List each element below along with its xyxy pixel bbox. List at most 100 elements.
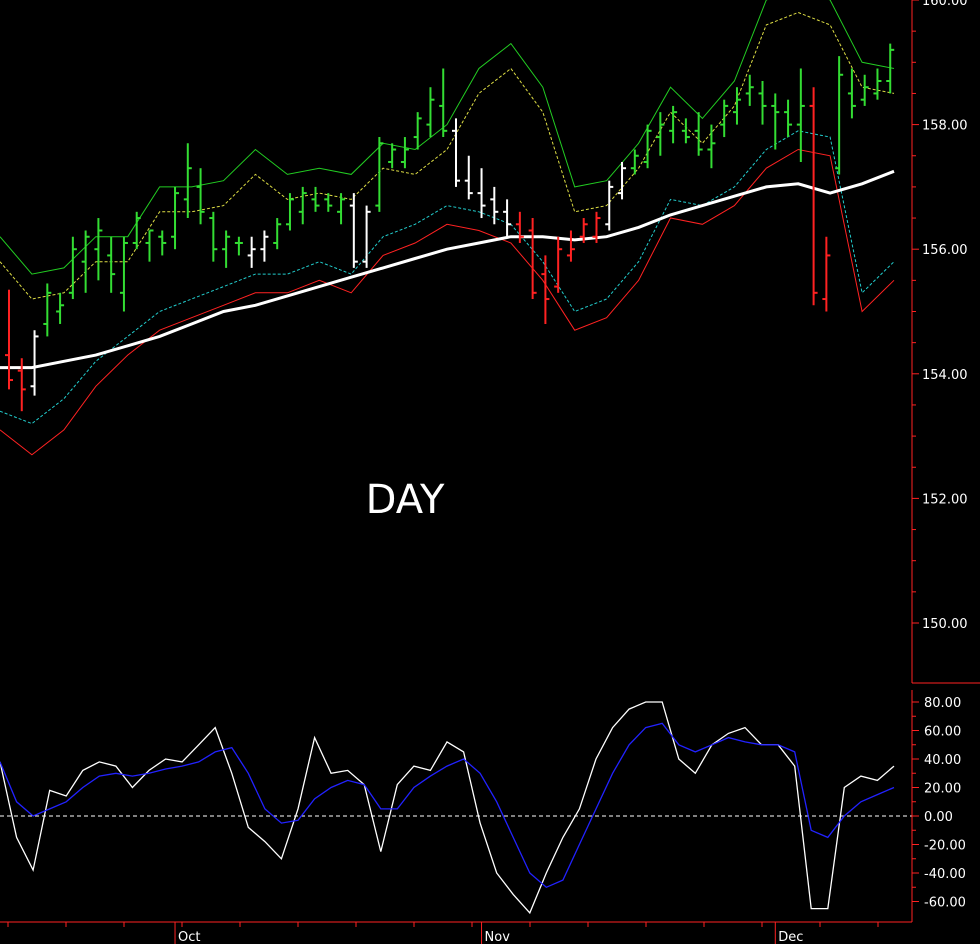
price-bar <box>234 236 243 256</box>
price-bar <box>681 118 690 144</box>
price-bar <box>285 193 294 231</box>
price-bar <box>541 255 550 324</box>
price-bar <box>400 137 409 169</box>
price-tick-label: 156.00 <box>922 243 968 258</box>
oscillator-main-line <box>0 701 895 915</box>
price-tick-label: 160.00 <box>922 0 968 9</box>
price-tick-label: 158.00 <box>922 119 968 134</box>
price-bar <box>247 236 256 268</box>
price-panel <box>0 0 895 456</box>
lower-inner-band-line <box>0 130 895 425</box>
oscillator-tick-label: -40.00 <box>924 867 966 882</box>
price-bar <box>452 118 460 187</box>
price-tick-label: 152.00 <box>922 492 968 507</box>
price-bar <box>349 193 358 268</box>
price-bar <box>758 80 767 125</box>
price-bar <box>81 230 90 293</box>
price-bar <box>694 112 703 156</box>
date-tick-label: Dec <box>778 930 803 944</box>
price-bar <box>298 186 307 225</box>
price-bar <box>413 112 422 150</box>
price-bar <box>56 292 65 324</box>
moving-average-line <box>0 169 895 370</box>
upper-band-line <box>0 0 895 275</box>
price-bar <box>835 56 844 175</box>
price-bar <box>426 87 435 138</box>
bands-layer <box>0 0 895 456</box>
price-bar <box>605 180 614 231</box>
price-bar <box>311 186 320 212</box>
price-bar <box>566 230 575 262</box>
price-bar <box>847 68 856 119</box>
price-bar <box>796 68 805 162</box>
price-bar <box>630 149 639 175</box>
price-bar <box>528 218 537 300</box>
price-bar <box>669 105 678 144</box>
oscillator-tick-label: 40.00 <box>924 753 961 768</box>
price-bar <box>771 93 780 150</box>
price-bar <box>375 137 384 212</box>
price-bar <box>5 289 13 390</box>
oscillator-signal-line <box>0 722 895 889</box>
price-tick-label: 154.00 <box>922 368 968 383</box>
price-bar <box>618 161 627 200</box>
price-bar <box>592 211 601 243</box>
price-bar <box>222 230 231 268</box>
price-bar <box>439 68 448 138</box>
price-bar <box>720 99 729 138</box>
price-bar <box>388 143 397 169</box>
price-bar <box>656 112 665 156</box>
lower-band-line <box>0 148 895 456</box>
price-bar <box>196 168 205 225</box>
price-tick-label: 150.00 <box>922 617 968 632</box>
price-bar <box>273 218 282 250</box>
price-bar <box>94 218 103 281</box>
oscillator-tick-label: -20.00 <box>924 839 966 854</box>
price-bar <box>30 330 39 396</box>
price-axis: 150.00 152.00 154.00 156.00 158.00 160.00 <box>911 0 968 683</box>
price-bar <box>183 143 192 219</box>
oscillator-tick-label: -60.00 <box>924 896 966 911</box>
price-bar <box>260 230 269 262</box>
upper-inner-band-line <box>0 11 895 300</box>
oscillator-panel <box>0 701 912 915</box>
price-bar <box>784 99 793 138</box>
price-bar <box>324 193 333 212</box>
price-bar <box>643 124 652 169</box>
price-bar <box>209 211 218 262</box>
price-bar <box>732 87 741 125</box>
oscillator-axis: 80.00 60.00 40.00 20.00 0.00 -20.00 -40.00 -60.… <box>911 682 980 922</box>
price-bar <box>171 186 180 250</box>
price-bar <box>68 236 77 300</box>
price-bar <box>337 193 346 225</box>
price-bar <box>477 168 486 219</box>
moving-average-layer <box>0 169 895 370</box>
price-bar <box>107 236 116 293</box>
date-tick-label: Nov <box>485 930 511 944</box>
date-tick-label: Oct <box>178 930 200 944</box>
price-bar <box>43 283 52 337</box>
date-axis: Oct Nov Dec <box>0 921 912 944</box>
price-bar <box>860 74 869 106</box>
price-bar <box>158 230 167 256</box>
timeframe-label: DAY <box>366 477 445 523</box>
price-bar <box>17 358 26 412</box>
oscillator-tick-label: 20.00 <box>924 782 961 797</box>
price-bar <box>490 186 499 225</box>
price-bar <box>822 236 831 312</box>
price-bar <box>554 236 563 293</box>
price-bar <box>464 155 473 200</box>
price-bar <box>515 211 524 243</box>
price-bar <box>745 74 754 106</box>
price-bar <box>362 205 371 268</box>
price-bar <box>873 68 882 100</box>
price-bar <box>132 211 141 250</box>
price-bars-layer <box>5 43 895 412</box>
price-bar <box>145 229 154 262</box>
price-bar <box>579 218 588 243</box>
price-bar <box>809 87 818 306</box>
oscillator-tick-label: 60.00 <box>924 725 961 740</box>
price-bar <box>119 236 128 312</box>
price-bar <box>886 43 895 94</box>
